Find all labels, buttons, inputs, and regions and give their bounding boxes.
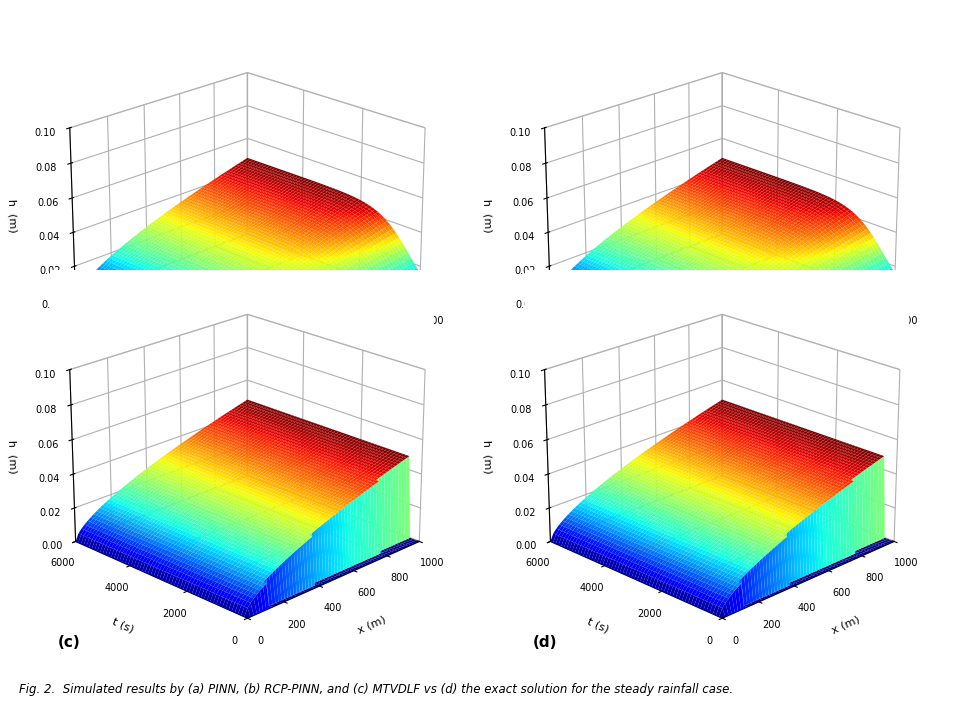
X-axis label: x (m): x (m) [830,614,861,636]
Text: Fig. 2.  Simulated results by (a) PINN, (b) RCP-PINN, and (c) MTVDLF vs (d) the : Fig. 2. Simulated results by (a) PINN, (… [19,683,734,696]
Text: (d): (d) [533,636,557,651]
Text: (b): (b) [533,394,557,409]
X-axis label: x (m): x (m) [830,373,861,394]
Text: (a): (a) [58,394,82,409]
Text: (c): (c) [58,636,80,651]
Y-axis label: t (s): t (s) [586,616,610,634]
Y-axis label: t (s): t (s) [111,375,136,392]
Y-axis label: t (s): t (s) [586,375,610,392]
Y-axis label: t (s): t (s) [111,616,136,634]
X-axis label: x (m): x (m) [356,614,387,636]
X-axis label: x (m): x (m) [356,373,387,394]
